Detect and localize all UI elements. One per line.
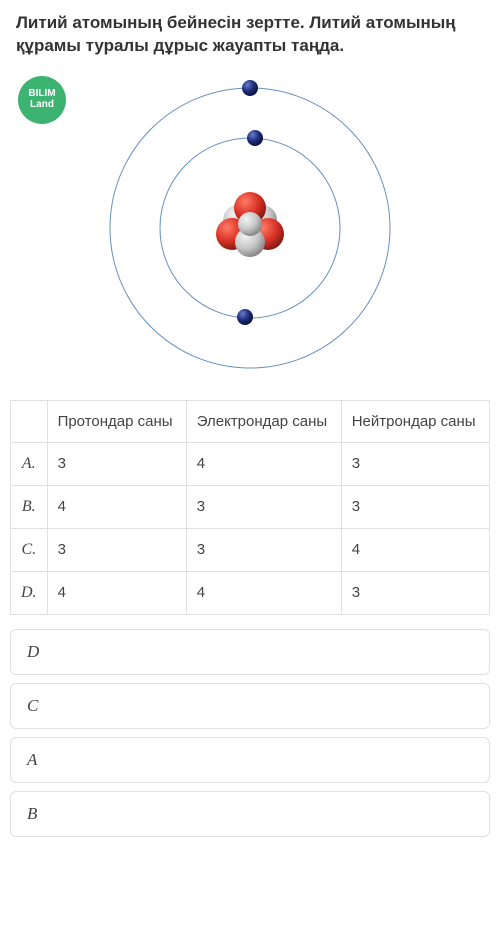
table-cell: 3 — [341, 485, 489, 528]
table-row: D.443 — [11, 571, 490, 614]
corner-cell — [11, 400, 48, 442]
question-text: Литий атомының бейнесін зертте. Литий ат… — [0, 0, 500, 68]
row-label: B. — [11, 485, 48, 528]
bilimland-logo: BILIM Land — [18, 76, 66, 124]
answer-option-c[interactable]: C — [10, 683, 490, 729]
table-cell: 4 — [47, 571, 186, 614]
table-cell: 4 — [186, 571, 341, 614]
table-cell: 3 — [341, 571, 489, 614]
atom-diagram: BILIM Land — [10, 68, 490, 388]
answer-options: DCAB — [0, 629, 500, 857]
col-neutrons: Нейтрондар саны — [341, 400, 489, 442]
options-table: Протондар саны Электрондар саны Нейтронд… — [10, 400, 490, 615]
table-cell: 3 — [341, 442, 489, 485]
table-row: B.433 — [11, 485, 490, 528]
table-header-row: Протондар саны Электрондар саны Нейтронд… — [11, 400, 490, 442]
table-cell: 4 — [47, 485, 186, 528]
table-cell: 4 — [341, 528, 489, 571]
row-label: A. — [11, 442, 48, 485]
table-row: C.334 — [11, 528, 490, 571]
col-protons: Протондар саны — [47, 400, 186, 442]
table-cell: 3 — [47, 528, 186, 571]
row-label: C. — [11, 528, 48, 571]
logo-line2: Land — [30, 100, 54, 111]
answer-option-b[interactable]: B — [10, 791, 490, 837]
nucleus — [216, 192, 284, 257]
table-row: A.343 — [11, 442, 490, 485]
answer-option-d[interactable]: D — [10, 629, 490, 675]
table-cell: 3 — [186, 528, 341, 571]
table-cell: 3 — [47, 442, 186, 485]
row-label: D. — [11, 571, 48, 614]
atom-svg — [100, 78, 400, 378]
answer-option-a[interactable]: A — [10, 737, 490, 783]
col-electrons: Электрондар саны — [186, 400, 341, 442]
table-cell: 4 — [186, 442, 341, 485]
table-cell: 3 — [186, 485, 341, 528]
